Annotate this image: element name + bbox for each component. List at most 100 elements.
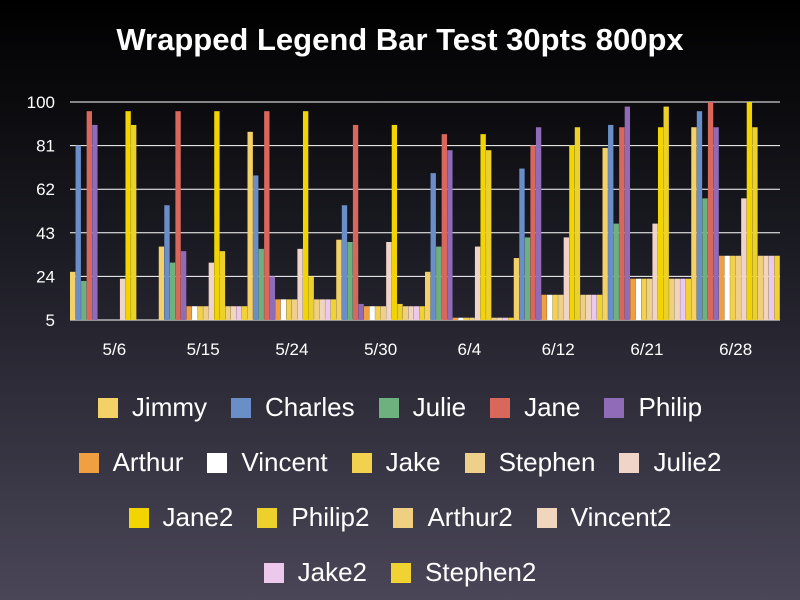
bar-stephen-6/28: [735, 255, 741, 320]
legend-swatch: [97, 397, 118, 418]
legend-swatch: [207, 452, 228, 473]
bar-arthur2-5/30: [402, 306, 409, 320]
bar-charles-6/12: [519, 168, 525, 320]
bar-jimmy-6/21: [602, 147, 608, 320]
bar-chart: 5 24 43 62 81 100 5/6 5/15 5/24 5/30 6/4 6/12 6/21 6…: [27, 93, 780, 359]
legend-item-philip[interactable]: Philip: [604, 392, 702, 423]
legend-item-jane[interactable]: Jane: [490, 392, 580, 423]
bar-vincent2-6/28: [763, 255, 769, 320]
bar-julie2-5/15: [208, 262, 215, 320]
legend-item-julie2[interactable]: Julie2: [619, 447, 721, 478]
legend-label: Vincent: [241, 447, 328, 477]
legend-swatch: [393, 507, 414, 528]
y-tick-label: 24: [36, 267, 55, 286]
bar-julie-5/6: [81, 280, 87, 320]
bar-arthur-6/4: [452, 317, 459, 320]
legend-item-stephen[interactable]: Stephen: [464, 447, 596, 478]
bar-arthur2-6/28: [757, 255, 764, 320]
bar-vincent2-6/4: [497, 317, 503, 320]
bar-vincent-5/15: [192, 306, 198, 320]
bar-philip2-5/15: [219, 251, 226, 320]
legend-swatch: [378, 397, 399, 418]
legend-label: Philip: [638, 392, 703, 422]
bar-charles-5/24: [253, 175, 259, 320]
bar-arthur2-5/24: [314, 299, 320, 320]
bar-philip2-6/12: [574, 127, 581, 321]
bar-philip-6/28: [713, 127, 719, 321]
y-tick-label: 100: [27, 93, 55, 112]
bar-julie-6/12: [524, 237, 531, 320]
bar-julie2-5/6: [119, 278, 126, 320]
legend-swatch: [490, 397, 511, 418]
legend-label: Jane2: [162, 502, 234, 532]
bar-philip-5/30: [358, 303, 364, 320]
bar-jimmy-5/15: [158, 246, 165, 320]
legend-item-julie[interactable]: Julie: [378, 392, 467, 423]
legend-item-jake2[interactable]: Jake2: [263, 557, 367, 588]
bar-jake2-5/15: [236, 306, 242, 320]
legend-item-arthur2[interactable]: Arthur2: [393, 502, 513, 533]
bar-jane-5/30: [352, 124, 359, 320]
bar-philip2-6/21: [663, 106, 669, 320]
legend-item-vincent[interactable]: Vincent: [207, 447, 328, 478]
bar-stephen-6/4: [469, 317, 475, 320]
bar-stephen2-6/12: [596, 294, 603, 320]
bar-stephen2-6/28: [774, 255, 780, 320]
legend-item-jane2[interactable]: Jane2: [128, 502, 234, 533]
bar-jane-5/6: [86, 111, 92, 321]
bar-jane2-5/15: [214, 111, 220, 321]
bar-arthur-6/21: [630, 278, 636, 320]
bar-vincent-6/28: [724, 255, 730, 320]
bar-julie2-5/30: [386, 241, 392, 320]
bar-julie-5/30: [347, 241, 353, 320]
bar-philip-6/21: [624, 106, 631, 320]
legend-swatch: [257, 507, 278, 528]
bar-jane-6/4: [441, 134, 447, 320]
bar-vincent-6/21: [635, 278, 642, 320]
bar-philip2-5/6: [131, 124, 137, 320]
bar-jane2-5/6: [125, 111, 131, 321]
bar-julie-6/28: [702, 198, 708, 320]
legend-item-charles[interactable]: Charles: [231, 392, 355, 423]
bar-arthur-6/12: [541, 294, 547, 320]
legend-label: Stephen2: [425, 557, 537, 587]
y-tick-label: 5: [46, 311, 55, 330]
y-tick-label: 81: [36, 137, 55, 156]
bar-jake-5/24: [286, 299, 292, 320]
legend-item-philip2[interactable]: Philip2: [257, 502, 369, 533]
bar-vincent2-6/12: [585, 294, 592, 320]
bar-jake2-6/21: [680, 278, 686, 320]
bar-stephen2-5/24: [330, 299, 337, 320]
bar-stephen-6/21: [646, 278, 653, 320]
bar-philip-6/4: [447, 150, 453, 320]
bar-marks: [70, 102, 780, 321]
legend-item-jake[interactable]: Jake: [351, 447, 441, 478]
x-tick-label: 6/4: [458, 340, 482, 359]
bar-philip-6/12: [535, 127, 542, 321]
legend-label: Jane: [524, 392, 581, 422]
bar-vincent2-5/30: [408, 306, 414, 320]
bar-jane2-6/4: [480, 134, 486, 320]
legend-swatch: [263, 562, 284, 583]
bar-vincent2-6/21: [674, 278, 680, 320]
bar-philip2-6/4: [486, 150, 492, 320]
bar-julie2-6/21: [652, 223, 658, 320]
bar-jane2-6/21: [657, 127, 664, 321]
legend-item-stephen2[interactable]: Stephen2: [391, 557, 536, 588]
x-tick-label: 6/28: [719, 340, 752, 359]
legend-item-vincent2[interactable]: Vincent2: [536, 502, 671, 533]
bar-julie2-6/28: [741, 198, 747, 320]
x-tick-label: 6/21: [630, 340, 663, 359]
bar-stephen2-6/4: [508, 317, 514, 320]
legend-row: Arthur Vincent Jake Stephen Julie2: [0, 435, 800, 490]
bar-vincent2-5/24: [319, 299, 325, 320]
bar-charles-5/15: [164, 205, 170, 320]
legend-item-jimmy[interactable]: Jimmy: [97, 392, 207, 423]
bar-arthur2-6/12: [580, 294, 586, 320]
legend-item-arthur[interactable]: Arthur: [78, 447, 183, 478]
bar-jake-6/21: [641, 278, 647, 320]
legend-label: Julie: [412, 392, 467, 422]
bar-julie-5/24: [258, 248, 264, 320]
legend-row: Jane2 Philip2 Arthur2 Vincent2: [0, 490, 800, 545]
legend-label: Stephen: [498, 447, 596, 477]
